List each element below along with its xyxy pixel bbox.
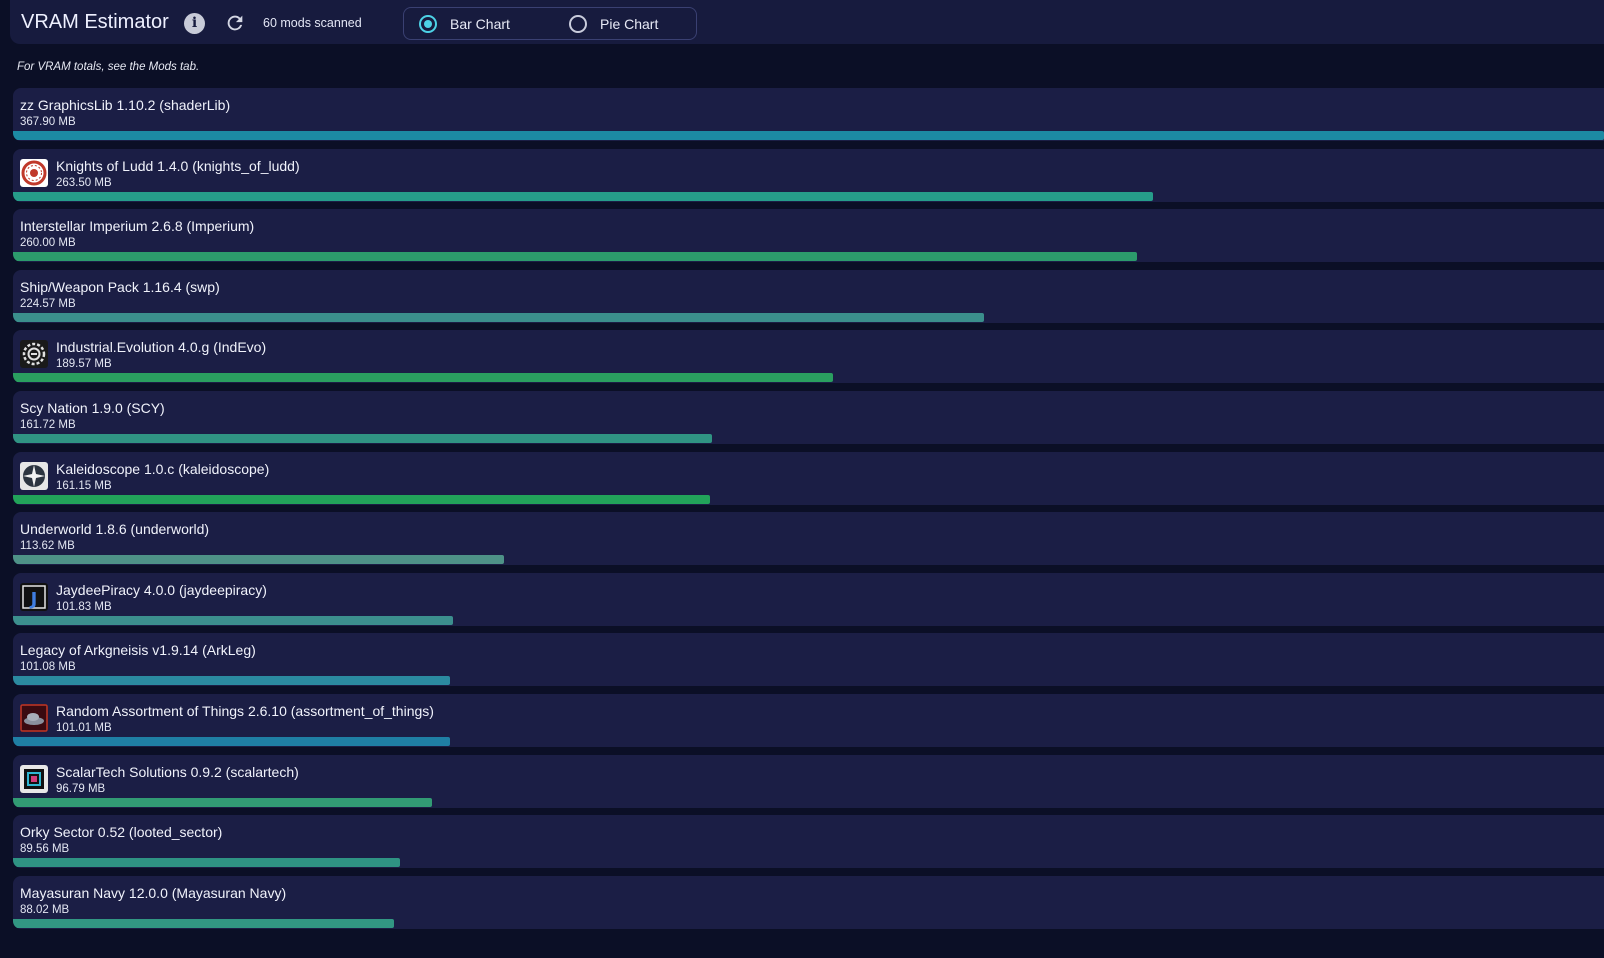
- mod-name: ScalarTech Solutions 0.9.2 (scalartech): [56, 763, 299, 780]
- mod-name: Ship/Weapon Pack 1.16.4 (swp): [20, 278, 220, 295]
- mod-row[interactable]: Underworld 1.8.6 (underworld) 113.62 MB: [13, 512, 1604, 566]
- bar-chart-label: Bar Chart: [450, 16, 510, 32]
- mod-name: Random Assortment of Things 2.6.10 (asso…: [56, 702, 434, 719]
- pie-chart-radio[interactable]: Pie Chart: [563, 8, 693, 39]
- mod-row[interactable]: Kaleidoscope 1.0.c (kaleidoscope) 161.15 …: [13, 451, 1604, 505]
- vram-bar: [13, 191, 1153, 201]
- app-title: VRAM Estimator: [21, 11, 169, 33]
- mod-row[interactable]: Interstellar Imperium 2.6.8 (Imperium) 26…: [13, 209, 1604, 263]
- mod-vram-size: 260.00 MB: [20, 237, 76, 250]
- mod-name: Underworld 1.8.6 (underworld): [20, 521, 210, 538]
- mod-vram-size: 263.50 MB: [56, 176, 112, 189]
- mod-row[interactable]: Mayasuran Navy 12.0.0 (Mayasuran Navy) 88…: [13, 875, 1604, 929]
- mod-vram-size: 96.79 MB: [56, 782, 106, 795]
- mod-row[interactable]: J JaydeePiracy 4.0.0 (jaydeepiracy) 101.83…: [13, 572, 1604, 626]
- mod-name: Industrial.Evolution 4.0.g (IndEvo): [56, 339, 267, 356]
- vram-bar: [13, 555, 504, 565]
- vram-bar: [13, 433, 712, 443]
- info-icon[interactable]: i: [184, 13, 205, 34]
- mod-row[interactable]: Ship/Weapon Pack 1.16.4 (swp) 224.57 MB: [13, 269, 1604, 323]
- vram-bar: [13, 797, 432, 807]
- mod-vram-size: 89.56 MB: [20, 843, 70, 856]
- mod-name: Legacy of Arkgneisis v1.9.14 (ArkLeg): [20, 642, 256, 659]
- radio-unselected-icon: [569, 15, 587, 33]
- vram-bar: [13, 615, 453, 625]
- mod-vram-size: 161.15 MB: [56, 479, 112, 492]
- mod-name: Knights of Ludd 1.4.0 (knights_of_ludd): [56, 157, 300, 174]
- svg-text:J: J: [29, 589, 38, 610]
- vram-bar: [13, 736, 450, 746]
- mod-vram-size: 88.02 MB: [20, 903, 70, 916]
- bar-chart-radio[interactable]: Bar Chart: [413, 8, 553, 39]
- mod-row[interactable]: zz GraphicsLib 1.10.2 (shaderLib) 367.90 …: [13, 88, 1604, 141]
- radio-selected-icon: [419, 15, 437, 33]
- vram-bar: [13, 494, 710, 504]
- knights-of-ludd-icon: [20, 158, 48, 187]
- jaydeepiracy-icon: J: [20, 582, 48, 611]
- mod-vram-size: 224.57 MB: [20, 297, 76, 310]
- mod-vram-size: 113.62 MB: [20, 540, 75, 553]
- vram-bar: [13, 858, 400, 868]
- scan-count: 60 mods scanned: [263, 16, 362, 30]
- industrial-evolution-icon: [20, 340, 48, 369]
- mod-row[interactable]: Scy Nation 1.9.0 (SCY) 161.72 MB: [13, 390, 1604, 444]
- mod-name: Interstellar Imperium 2.6.8 (Imperium): [20, 218, 255, 235]
- mod-row[interactable]: ScalarTech Solutions 0.9.2 (scalartech) 9…: [13, 754, 1604, 808]
- mod-name: Scy Nation 1.9.0 (SCY): [20, 399, 165, 416]
- top-bar: VRAM Estimator i 60 mods scanned Bar Cha…: [10, 0, 1604, 44]
- kaleidoscope-icon: [20, 461, 48, 490]
- mod-vram-list: zz GraphicsLib 1.10.2 (shaderLib) 367.90 …: [13, 88, 1604, 936]
- mod-vram-size: 367.90 MB: [20, 116, 76, 128]
- vram-bar: [13, 676, 450, 686]
- vram-bar: [13, 252, 1137, 262]
- mod-row[interactable]: Legacy of Arkgneisis v1.9.14 (ArkLeg) 101…: [13, 633, 1604, 687]
- vram-totals-note: For VRAM totals, see the Mods tab.: [17, 61, 200, 73]
- scalartech-icon: [20, 764, 48, 793]
- mod-name: JaydeePiracy 4.0.0 (jaydeepiracy): [56, 581, 267, 598]
- vram-bar: [13, 373, 833, 383]
- mod-name: Orky Sector 0.52 (looted_sector): [20, 824, 223, 841]
- mod-name: Mayasuran Navy 12.0.0 (Mayasuran Navy): [20, 884, 287, 901]
- mod-row[interactable]: Random Assortment of Things 2.6.10 (asso…: [13, 693, 1604, 747]
- assortment-of-things-icon: [20, 703, 48, 732]
- mod-name: zz GraphicsLib 1.10.2 (shaderLib): [20, 97, 231, 113]
- mod-row[interactable]: Industrial.Evolution 4.0.g (IndEvo) 189.5…: [13, 330, 1604, 384]
- mod-row[interactable]: Knights of Ludd 1.4.0 (knights_of_ludd) 2…: [13, 148, 1604, 202]
- mod-vram-size: 189.57 MB: [56, 358, 112, 371]
- mod-vram-size: 101.01 MB: [56, 721, 112, 734]
- vram-bar: [13, 918, 394, 928]
- mod-vram-size: 161.72 MB: [20, 418, 76, 431]
- mod-vram-size: 101.08 MB: [20, 661, 76, 674]
- vram-bar: [13, 131, 1604, 140]
- mod-row[interactable]: Orky Sector 0.52 (looted_sector) 89.56 MB: [13, 815, 1604, 869]
- vram-bar: [13, 312, 984, 322]
- refresh-icon[interactable]: [224, 12, 246, 34]
- pie-chart-label: Pie Chart: [600, 16, 659, 32]
- mod-name: Kaleidoscope 1.0.c (kaleidoscope): [56, 460, 270, 477]
- mod-vram-size: 101.83 MB: [56, 600, 112, 613]
- chart-type-toggle: Bar Chart Pie Chart: [403, 7, 697, 40]
